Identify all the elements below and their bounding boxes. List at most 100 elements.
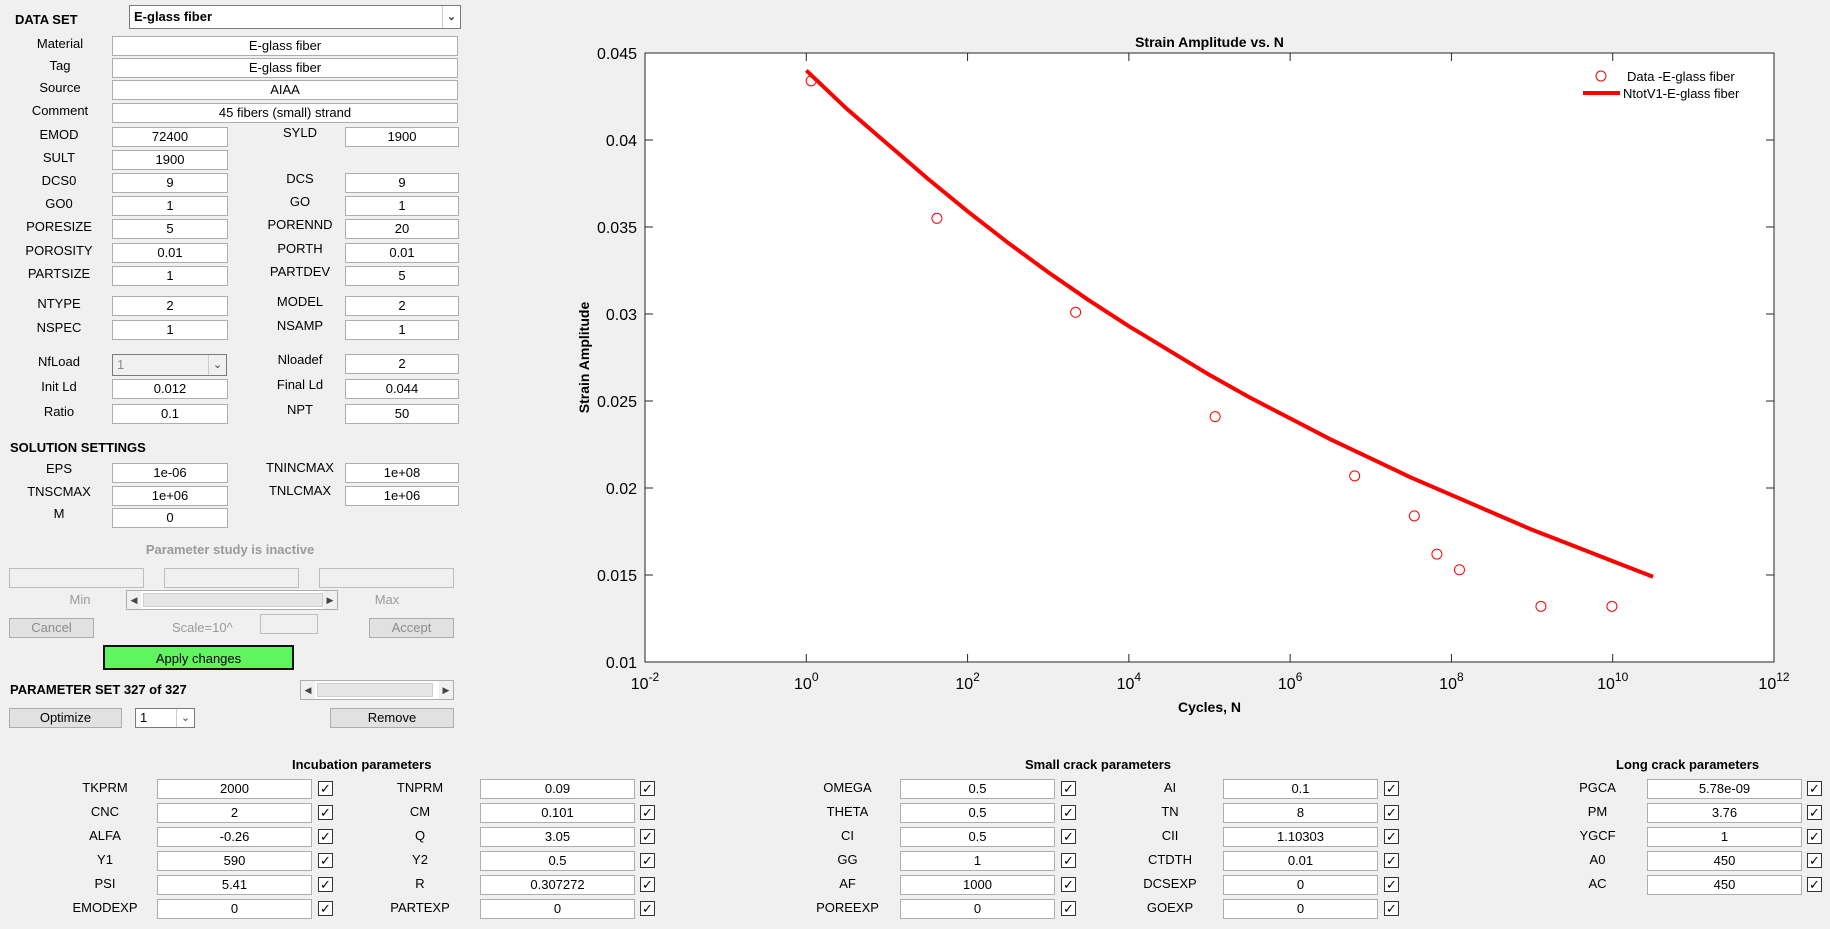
slider-thumb[interactable] <box>143 593 323 607</box>
checkbox-checked-icon[interactable]: ✓ <box>1807 829 1822 844</box>
checkbox-checked-icon[interactable]: ✓ <box>1807 781 1822 796</box>
smallcrack-field[interactable]: 0 <box>900 899 1055 919</box>
checkbox-checked-icon[interactable]: ✓ <box>1061 781 1076 796</box>
smallcrack-field[interactable]: 0.5 <box>900 803 1055 823</box>
checkbox-checked-icon[interactable]: ✓ <box>318 781 333 796</box>
checkbox-checked-icon[interactable]: ✓ <box>318 805 333 820</box>
arrow-right-icon[interactable]: ▶ <box>323 591 337 609</box>
smallcrack-field[interactable]: 0.1 <box>1223 779 1378 799</box>
checkbox-checked-icon[interactable]: ✓ <box>640 805 655 820</box>
checkbox-checked-icon[interactable]: ✓ <box>1061 853 1076 868</box>
study-field-min[interactable] <box>9 568 144 588</box>
solution-field[interactable]: 0 <box>112 508 228 528</box>
meta-field[interactable]: E-glass fiber <box>112 58 458 78</box>
smallcrack-field[interactable]: 1000 <box>900 875 1055 895</box>
incubation-field[interactable]: 0 <box>157 899 312 919</box>
smallcrack-field[interactable]: 8 <box>1223 803 1378 823</box>
param-field[interactable]: 72400 <box>112 127 228 147</box>
checkbox-checked-icon[interactable]: ✓ <box>1061 829 1076 844</box>
checkbox-checked-icon[interactable]: ✓ <box>1061 877 1076 892</box>
checkbox-checked-icon[interactable]: ✓ <box>318 877 333 892</box>
checkbox-checked-icon[interactable]: ✓ <box>318 829 333 844</box>
apply-changes-button[interactable]: Apply changes <box>103 645 294 670</box>
checkbox-checked-icon[interactable]: ✓ <box>640 901 655 916</box>
checkbox-checked-icon[interactable]: ✓ <box>1384 829 1399 844</box>
param-field[interactable]: 9 <box>112 173 228 193</box>
param-field[interactable]: 1900 <box>345 127 459 147</box>
param-field[interactable]: 5 <box>345 266 459 286</box>
param-field[interactable]: 0.01 <box>345 243 459 263</box>
dataset-dropdown[interactable]: E-glass fiber ⌄ <box>129 5 461 29</box>
param-field[interactable]: 1900 <box>112 150 228 170</box>
param-field[interactable]: 0.012 <box>112 379 228 399</box>
incubation-field[interactable]: -0.26 <box>157 827 312 847</box>
solution-field[interactable]: 1e+06 <box>345 486 459 506</box>
checkbox-checked-icon[interactable]: ✓ <box>1061 901 1076 916</box>
arrow-left-icon[interactable]: ◀ <box>127 591 141 609</box>
meta-field[interactable]: 45 fibers (small) strand <box>112 103 458 123</box>
solution-field[interactable]: 1e+08 <box>345 463 459 483</box>
param-field[interactable]: 1 <box>345 320 459 340</box>
incubation-field[interactable]: 5.41 <box>157 875 312 895</box>
arrow-left-icon[interactable]: ◀ <box>301 681 315 699</box>
incubation-field[interactable]: 0.307272 <box>480 875 635 895</box>
param-field[interactable]: 0.1 <box>112 404 228 424</box>
longcrack-field[interactable]: 1 <box>1647 827 1802 847</box>
incubation-field[interactable]: 590 <box>157 851 312 871</box>
longcrack-field[interactable]: 450 <box>1647 851 1802 871</box>
param-field[interactable]: 9 <box>345 173 459 193</box>
checkbox-checked-icon[interactable]: ✓ <box>318 901 333 916</box>
param-field[interactable]: 0.01 <box>112 243 228 263</box>
incubation-field[interactable]: 3.05 <box>480 827 635 847</box>
optimize-button[interactable]: Optimize <box>9 708 122 728</box>
scale-field[interactable] <box>260 614 318 634</box>
param-field[interactable]: 2 <box>112 296 228 316</box>
param-field[interactable]: 2 <box>345 354 459 374</box>
meta-field[interactable]: AIAA <box>112 80 458 100</box>
checkbox-checked-icon[interactable]: ✓ <box>640 781 655 796</box>
nfload-select[interactable]: 1 ⌄ <box>112 354 227 376</box>
param-field[interactable]: 2 <box>345 296 459 316</box>
incubation-field[interactable]: 0.5 <box>480 851 635 871</box>
checkbox-checked-icon[interactable]: ✓ <box>640 853 655 868</box>
param-field[interactable]: 1 <box>112 320 228 340</box>
study-field-max[interactable] <box>319 568 454 588</box>
checkbox-checked-icon[interactable]: ✓ <box>1807 805 1822 820</box>
checkbox-checked-icon[interactable]: ✓ <box>1807 853 1822 868</box>
smallcrack-field[interactable]: 0.5 <box>900 779 1055 799</box>
incubation-field[interactable]: 0 <box>480 899 635 919</box>
longcrack-field[interactable]: 3.76 <box>1647 803 1802 823</box>
paramset-slider[interactable]: ◀ ▶ <box>300 680 454 700</box>
longcrack-field[interactable]: 450 <box>1647 875 1802 895</box>
param-field[interactable]: 1 <box>112 196 228 216</box>
meta-field[interactable]: E-glass fiber <box>112 36 458 56</box>
remove-button[interactable]: Remove <box>330 708 454 728</box>
incubation-field[interactable]: 2000 <box>157 779 312 799</box>
arrow-right-icon[interactable]: ▶ <box>439 681 453 699</box>
param-field[interactable]: 5 <box>112 219 228 239</box>
smallcrack-field[interactable]: 1 <box>900 851 1055 871</box>
solution-field[interactable]: 1e-06 <box>112 463 228 483</box>
study-field-param[interactable] <box>164 568 299 588</box>
incubation-field[interactable]: 2 <box>157 803 312 823</box>
checkbox-checked-icon[interactable]: ✓ <box>1384 853 1399 868</box>
solution-field[interactable]: 1e+06 <box>112 486 228 506</box>
checkbox-checked-icon[interactable]: ✓ <box>1061 805 1076 820</box>
paramset-select[interactable]: 1 ⌄ <box>135 708 195 728</box>
accept-button[interactable]: Accept <box>369 618 454 638</box>
param-field[interactable]: 1 <box>345 196 459 216</box>
cancel-button[interactable]: Cancel <box>9 618 94 638</box>
checkbox-checked-icon[interactable]: ✓ <box>1384 781 1399 796</box>
checkbox-checked-icon[interactable]: ✓ <box>640 829 655 844</box>
param-field[interactable]: 50 <box>345 404 459 424</box>
study-slider[interactable]: ◀ ▶ <box>126 590 338 610</box>
longcrack-field[interactable]: 5.78e-09 <box>1647 779 1802 799</box>
slider-thumb[interactable] <box>317 683 433 697</box>
param-field[interactable]: 1 <box>112 266 228 286</box>
incubation-field[interactable]: 0.101 <box>480 803 635 823</box>
checkbox-checked-icon[interactable]: ✓ <box>640 877 655 892</box>
smallcrack-field[interactable]: 0 <box>1223 899 1378 919</box>
checkbox-checked-icon[interactable]: ✓ <box>318 853 333 868</box>
smallcrack-field[interactable]: 0.5 <box>900 827 1055 847</box>
param-field[interactable]: 0.044 <box>345 379 459 399</box>
